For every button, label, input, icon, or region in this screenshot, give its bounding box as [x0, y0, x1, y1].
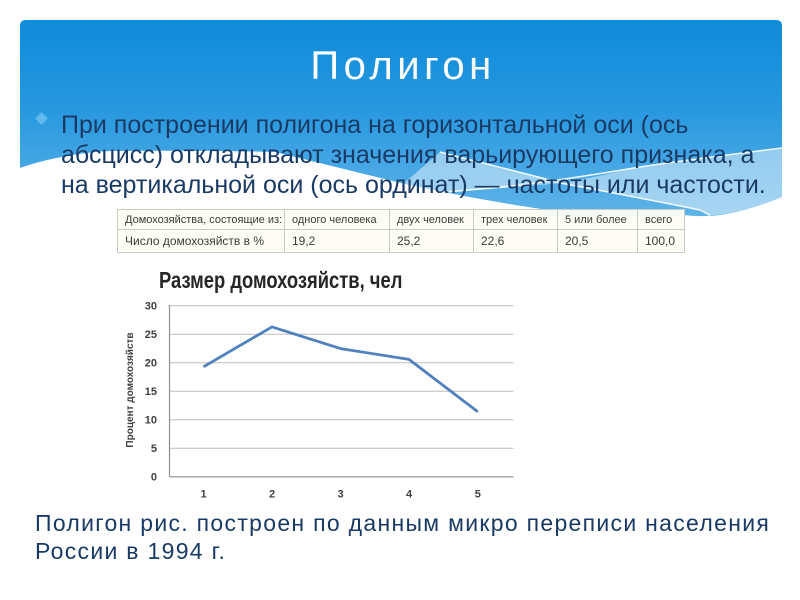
- svg-text:10: 10: [145, 415, 157, 427]
- svg-text:1: 1: [200, 489, 206, 501]
- svg-text:25: 25: [145, 329, 157, 341]
- svg-text:Размер домохозяйств, чел: Размер домохозяйств, чел: [159, 268, 402, 293]
- svg-text:2: 2: [269, 489, 275, 501]
- svg-text:3: 3: [337, 489, 343, 501]
- svg-text:4: 4: [406, 489, 413, 501]
- svg-text:30: 30: [145, 301, 157, 313]
- svg-text:5: 5: [151, 443, 157, 455]
- svg-text:15: 15: [145, 386, 157, 398]
- svg-text:20: 20: [145, 358, 157, 370]
- svg-text:Процент домохозяйств: Процент домохозяйств: [125, 332, 136, 447]
- svg-text:0: 0: [151, 472, 157, 484]
- svg-text:5: 5: [475, 489, 481, 501]
